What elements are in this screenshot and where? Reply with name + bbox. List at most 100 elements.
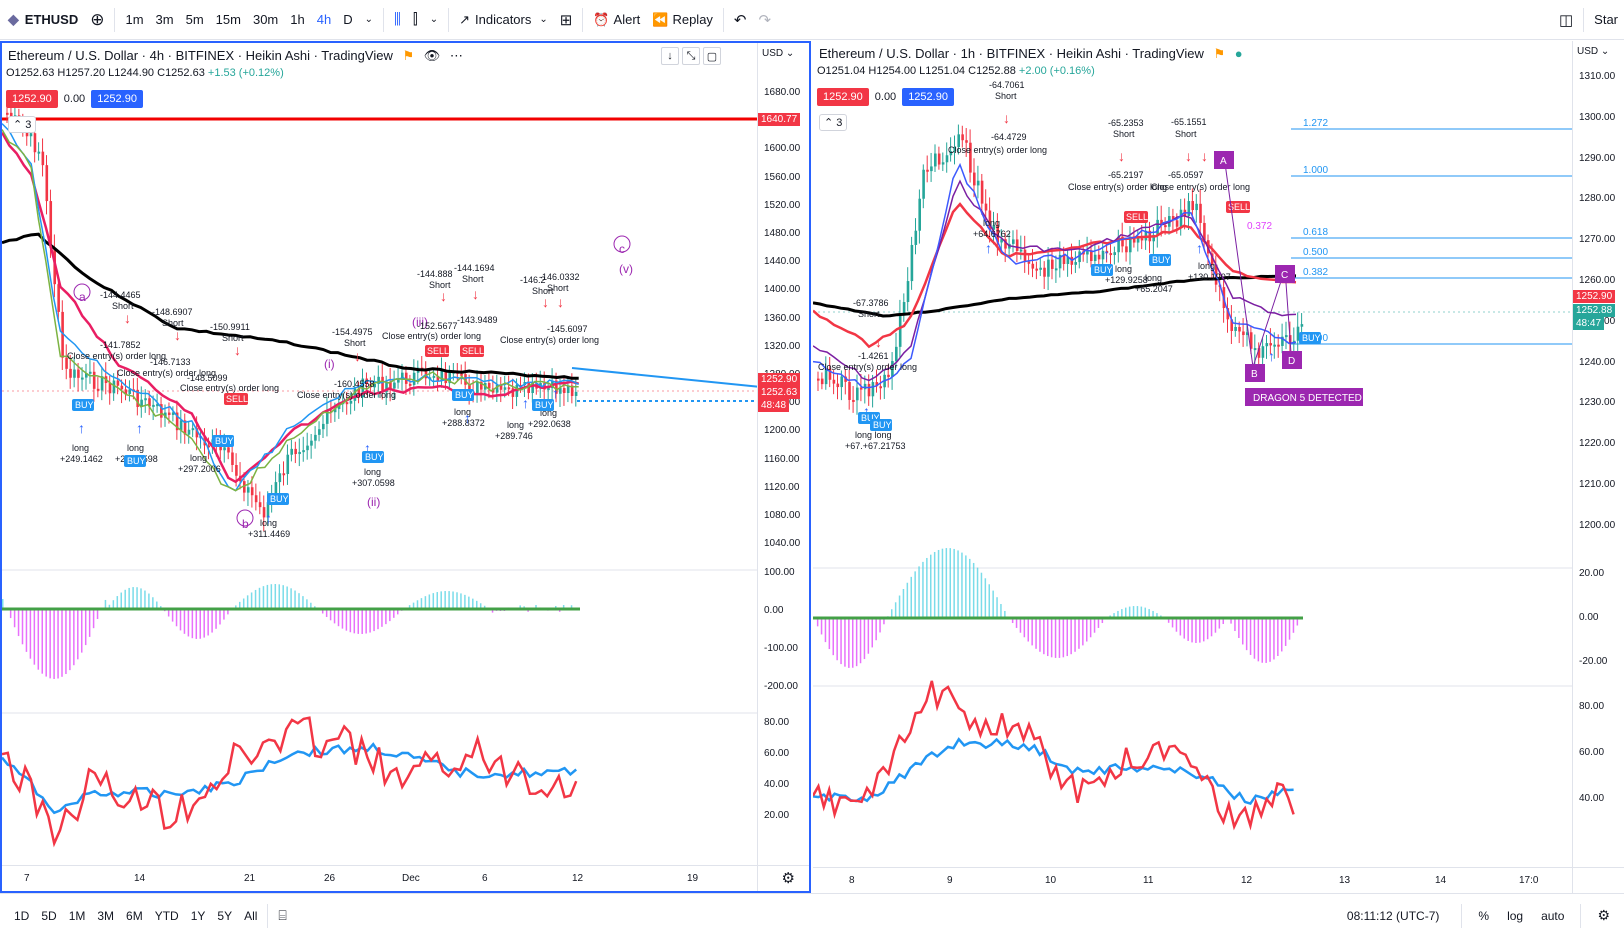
candle-body [1012,239,1015,244]
range-1d[interactable]: 1D [14,908,30,923]
more-icon[interactable]: ⋯ [449,48,463,63]
timeframe-4h[interactable]: 4h [316,12,332,27]
date-range-icon[interactable]: ⌸ [278,907,287,923]
price-axis-tag: 1252.90 [1573,290,1616,303]
range-6m[interactable]: 6M [126,908,143,923]
clock-readout[interactable]: 08:11:12 (UTC-7) [1346,908,1440,923]
oscillator-bar [468,596,470,609]
buy-price-tag[interactable]: 1252.90 [91,90,143,108]
right-time-axis[interactable]: 8 9 10 11 12 13 14 17:0 [813,867,1624,893]
range-5d[interactable]: 5D [41,908,57,923]
right-price-chart[interactable]: 1.2721.0000.6180.5000.3820.0000.372-64.7… [813,41,1572,866]
oscillator-bar [215,609,217,629]
right-chart-panel[interactable]: 1.2721.0000.6180.5000.3820.0000.372-64.7… [813,41,1624,893]
oscillator-bar [906,582,909,618]
oscillator-bar [120,592,122,609]
fib-level-label: 0.382 [1303,267,1328,278]
templates-grid-icon[interactable]: ⊞ [559,11,573,29]
indicators-button[interactable]: ↗ Indicators ⌄ [453,0,554,40]
left-price-axis[interactable]: USD ⌄ 1680.001640.001600.001560.001520.0… [757,43,809,891]
log-toggle[interactable]: log [1507,908,1524,923]
sell-price-tag[interactable]: 1252.90 [817,88,869,106]
oscillator-bar [57,609,59,679]
oscillator-bar [476,600,478,609]
range-5y[interactable]: 5Y [217,908,233,923]
ma-red-line [813,202,1297,349]
gear-icon[interactable]: ⚙ [781,870,795,887]
alert-button[interactable]: ⏰ Alert [587,0,646,40]
candle-body [511,388,515,397]
signal-annotation: Short [462,274,484,284]
oscillator-bar [250,592,253,609]
symbol-search[interactable]: ◆ ETHUSD [0,0,84,40]
flag-icon[interactable]: ⚑ [1213,46,1226,61]
settings-gear-icon[interactable]: ⚙ [1597,907,1610,923]
oscillator-bar [365,609,367,634]
range-1m[interactable]: 1M [68,908,86,923]
rsi-tick: 80.00 [1579,701,1605,712]
layout-split-icon[interactable]: ◫ [1558,11,1574,29]
range-ytd[interactable]: YTD [154,908,179,923]
timeframe-1h[interactable]: 1h [290,12,305,27]
price-axis-tag: 1640.77 [758,113,801,126]
harmonic-point-box [1275,265,1295,283]
chevron-down-icon[interactable]: ⌄ [364,14,373,25]
candle-body [875,382,879,387]
oscillator-bar [420,598,423,609]
star-label[interactable]: Star [1594,12,1618,27]
range-all[interactable]: All [244,908,258,923]
scroll-down-icon[interactable]: ↓ [661,47,679,65]
range-1y[interactable]: 1Y [190,908,206,923]
redo-icon[interactable]: ↷ [758,11,772,29]
left-time-axis[interactable]: 7 14 21 26 Dec 6 12 19 [2,865,809,891]
candle-body [887,374,890,377]
collapse-indicators-button[interactable]: ⌃ 3 [8,116,37,133]
candle-body [61,311,64,358]
timeframe-1m[interactable]: 1m [125,12,144,27]
replay-button[interactable]: ⏪ Replay [646,0,719,40]
rsi-blue-line [2,742,578,815]
auto-toggle[interactable]: auto [1541,908,1565,923]
currency-selector[interactable]: USD ⌄ [1577,46,1610,57]
oscillator-bar [980,572,983,618]
toolbar-divider [114,7,116,32]
flag-icon[interactable]: ⚑ [402,48,415,63]
timeframe-3m[interactable]: 3m [155,12,174,27]
bar-style-icon[interactable]: ⫼ [393,11,401,28]
eye-icon[interactable]: 👁 [423,48,441,63]
range-3m[interactable]: 3M [97,908,115,923]
top-toolbar: ◆ ETHUSD ⊕ 1m 3m 5m 15m 30m 1h 4h D ⌄ ⫼ … [0,0,1624,40]
buy-signal-box [452,389,474,401]
oscillator-bar [1027,618,1029,642]
compare-add-icon[interactable]: ⊕ [90,9,105,29]
maximize-icon[interactable]: ▢ [703,47,721,65]
candle-style-icon[interactable]: ⫿ [412,11,418,28]
candle-body [195,428,199,438]
price-tick: 1260.00 [1579,275,1616,286]
timeframe-d[interactable]: D [343,12,353,27]
oscillator-bar [1242,618,1244,645]
signal-annotation: -146.7133 [150,357,191,367]
currency-selector[interactable]: USD ⌄ [762,48,795,59]
candle-body [1152,234,1155,242]
sell-price-tag[interactable]: 1252.90 [6,90,58,108]
ohlc-change: +2.00 (+0.16%) [1018,65,1095,77]
timeframe-30m[interactable]: 30m [252,12,279,27]
percent-toggle[interactable]: % [1478,908,1490,923]
left-chart-panel[interactable]: a b c (v) (i) (ii) (iii) -144.4465 Short -148.690… [0,41,811,893]
chevron-down-icon[interactable]: ⌄ [429,14,439,25]
bottom-toolbar: 1D 5D 1M 3M 6M YTD 1Y 5Y All ⌸ 08:11:12 … [0,893,1624,937]
collapse-indicators-button[interactable]: ⌃ 3 [819,114,848,131]
oscillator-bar [1148,609,1150,618]
oscillator-bar [1277,618,1279,656]
undo-icon[interactable]: ↶ [733,11,747,29]
shrink-icon[interactable]: ⤡ [682,47,700,65]
buy-price-tag[interactable]: 1252.90 [902,88,954,106]
price-tick: 1280.00 [1579,193,1616,205]
left-price-chart[interactable]: abc(v)(i)(ii)(iii)-144.4465Short-148.690… [2,43,761,868]
spread-value: 0.00 [63,93,86,105]
timeframe-5m[interactable]: 5m [185,12,204,27]
harmonic-point-label: A [1220,156,1227,167]
timeframe-15m[interactable]: 15m [215,12,241,27]
right-price-axis[interactable]: USD ⌄ 1310.00 1300.00 1290.00 1280.00 1270.0… [1572,41,1624,893]
